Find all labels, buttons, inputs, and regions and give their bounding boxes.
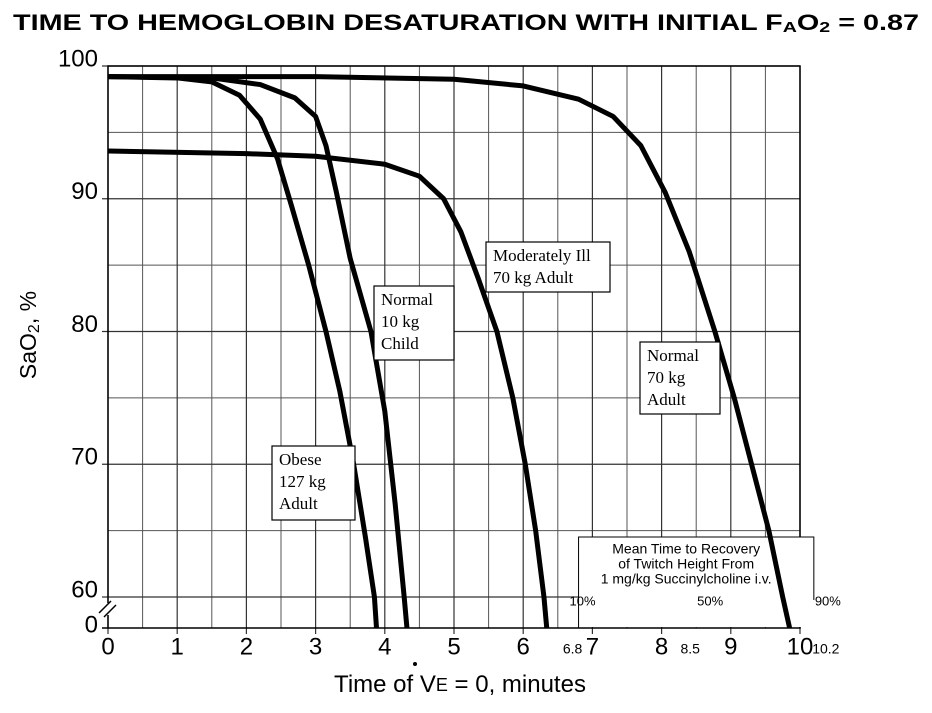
- x-tick-label: 7: [586, 633, 599, 660]
- title-sub: 2: [819, 19, 830, 36]
- curve-label: Obese: [279, 450, 321, 469]
- y-tick-label: 0: [85, 611, 98, 638]
- curve-label: Child: [381, 334, 419, 353]
- x-tick-label: 9: [724, 633, 737, 660]
- x-tick-label: 8: [655, 633, 668, 660]
- y-axis-label: SaO2, %: [15, 291, 43, 379]
- label-part: , %: [15, 291, 41, 324]
- x-tick-label: 0: [101, 633, 114, 660]
- curve-label: Adult: [279, 494, 318, 513]
- y-tick-label: 70: [71, 444, 98, 471]
- curve-label: 70 kg: [647, 368, 686, 387]
- curve-label-box: [373, 285, 455, 361]
- line-series: [107, 148, 550, 629]
- title-sub: A: [783, 19, 797, 36]
- line-series: [107, 74, 410, 629]
- plot-frame: [107, 65, 801, 629]
- y-tick-label: 80: [71, 311, 98, 338]
- curve-label-box: [271, 445, 356, 521]
- recovery-text: Mean Time to Recovery: [612, 541, 760, 557]
- curve-label-box: [639, 341, 721, 415]
- recovery-text: 1 mg/kg Succinylcholine i.v.: [601, 571, 772, 587]
- y-tick-label: 100: [58, 45, 98, 72]
- recovery-percent: 50%: [697, 593, 723, 608]
- label-sub: E: [436, 675, 448, 695]
- curve-label: Moderately Ill: [493, 246, 591, 265]
- axis-break: [98, 600, 112, 614]
- label-part: Time of V: [334, 671, 436, 698]
- y-tick-label: 60: [71, 576, 98, 603]
- curve-label: 70 kg Adult: [493, 268, 574, 287]
- recovery-text: of Twitch Height From: [618, 556, 754, 572]
- line-series: [107, 74, 379, 629]
- recovery-percent: 10%: [570, 593, 596, 608]
- x2-tick-label: 6.8: [563, 641, 583, 657]
- x-tick-label: 10: [787, 633, 814, 660]
- recovery-box: [578, 536, 815, 628]
- x-tick-label: 6: [517, 633, 530, 660]
- curve-label: 127 kg: [279, 472, 326, 491]
- curve-label: Normal: [647, 346, 699, 365]
- x-axis-label: Time of VE = 0, minutes: [334, 671, 586, 698]
- y-tick-label: 90: [71, 178, 98, 205]
- dot-accent: [413, 662, 417, 666]
- x2-tick-label: 10.2: [812, 641, 839, 657]
- title-part: = 0.87: [830, 10, 919, 35]
- title-part: TIME TO HEMOGLOBIN DESATURATION WITH INI…: [13, 10, 783, 35]
- x2-tick-label: 8.5: [680, 641, 700, 657]
- label-part: = 0, minutes: [448, 671, 586, 698]
- curve-label-box: [485, 241, 611, 293]
- x-tick-label: 1: [171, 633, 184, 660]
- recovery-percent: 90%: [815, 593, 841, 608]
- curve-label: Normal: [381, 290, 433, 309]
- axis-break: [103, 604, 117, 618]
- label-part: SaO: [15, 333, 41, 379]
- title-part: O: [797, 10, 819, 35]
- x-tick-label: 3: [309, 633, 322, 660]
- line-series: [108, 74, 793, 629]
- curve-label: 10 kg: [381, 312, 420, 331]
- curve-label: Adult: [647, 390, 686, 409]
- x-tick-label: 5: [447, 633, 460, 660]
- label-sub: 2: [26, 324, 43, 333]
- x-tick-label: 2: [240, 633, 253, 660]
- chart-title: TIME TO HEMOGLOBIN DESATURATION WITH INI…: [13, 10, 919, 36]
- axis-break-gap: [100, 603, 114, 615]
- x-tick-label: 4: [378, 633, 391, 660]
